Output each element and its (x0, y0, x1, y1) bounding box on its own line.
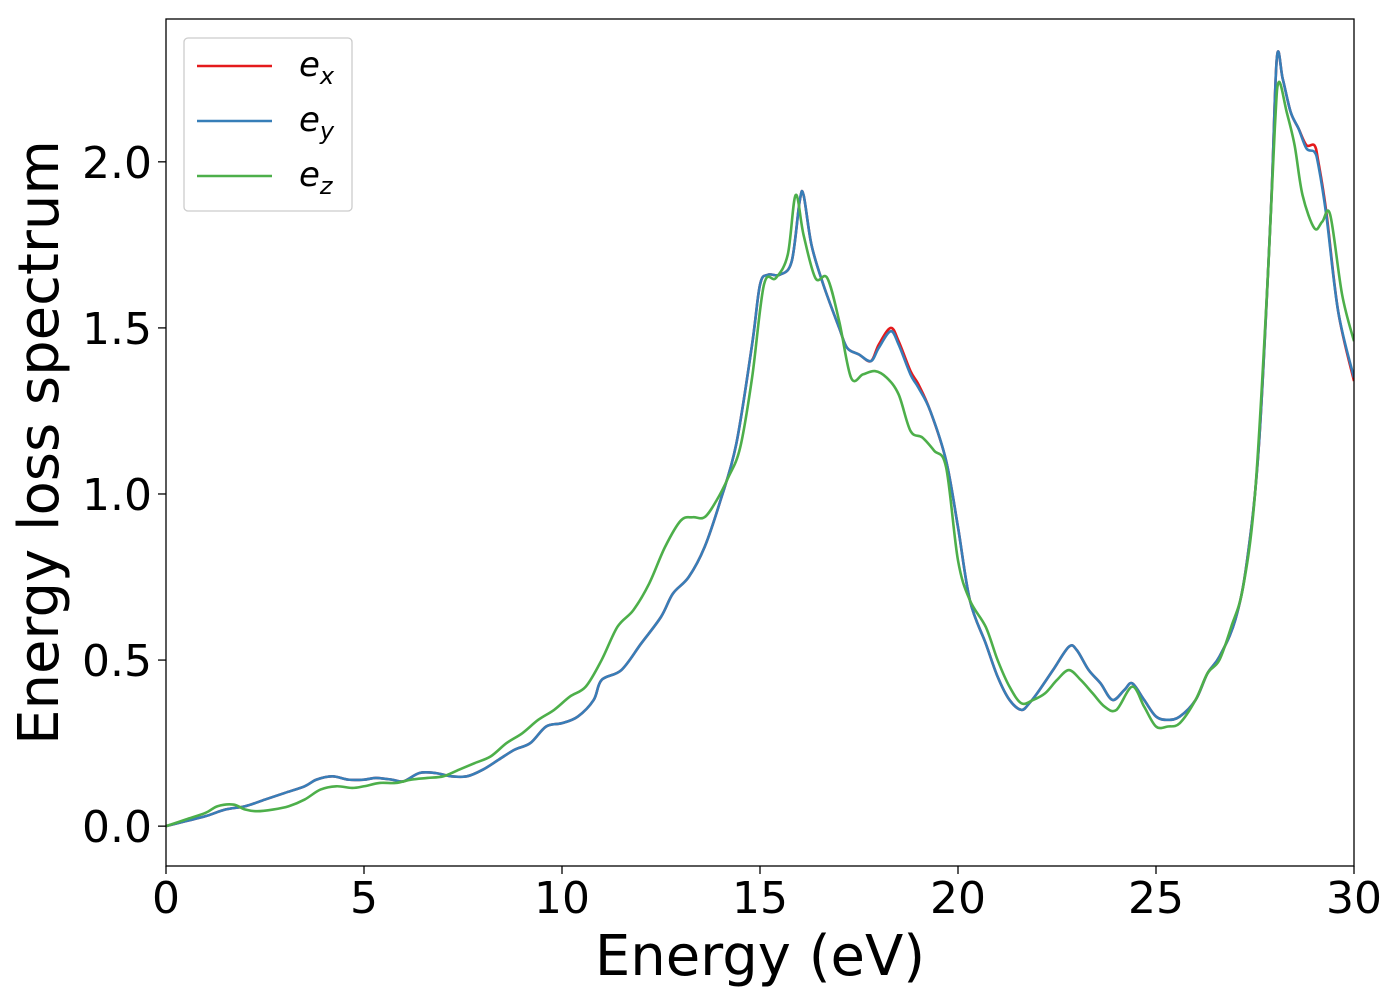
y-axis-label: Energy loss spectrum (7, 140, 72, 745)
y-tick-label: 0.0 (82, 802, 152, 853)
plot-area (165, 18, 1355, 867)
y-tick-label: 2.0 (82, 138, 152, 189)
legend-label-subscript: x (319, 62, 335, 90)
x-tick-label: 25 (1128, 873, 1184, 924)
legend-label-subscript: z (319, 172, 334, 200)
x-tick-label: 5 (350, 873, 378, 924)
legend-label-subscript: y (319, 117, 335, 145)
y-axis-ticks: 0.0 0.5 1.0 1.5 2.0 (82, 138, 166, 853)
legend-box (183, 37, 353, 212)
series-layer (166, 50, 1354, 828)
x-tick-label: 0 (152, 873, 180, 924)
y-tick-label: 0.5 (82, 636, 152, 687)
y-tick-label: 1.5 (82, 304, 152, 355)
x-tick-label: 20 (930, 873, 986, 924)
legend-label-y: ey (299, 100, 335, 145)
x-tick-label: 30 (1326, 873, 1382, 924)
series-line-z (166, 80, 1354, 828)
x-axis-label: Energy (eV) (595, 924, 925, 989)
x-tick-label: 10 (534, 873, 590, 924)
legend-label-x: ex (299, 45, 335, 90)
x-tick-label: 15 (732, 873, 788, 924)
y-tick-label: 1.0 (82, 470, 152, 521)
x-axis-ticks: 0 5 10 15 20 25 30 (152, 866, 1382, 924)
